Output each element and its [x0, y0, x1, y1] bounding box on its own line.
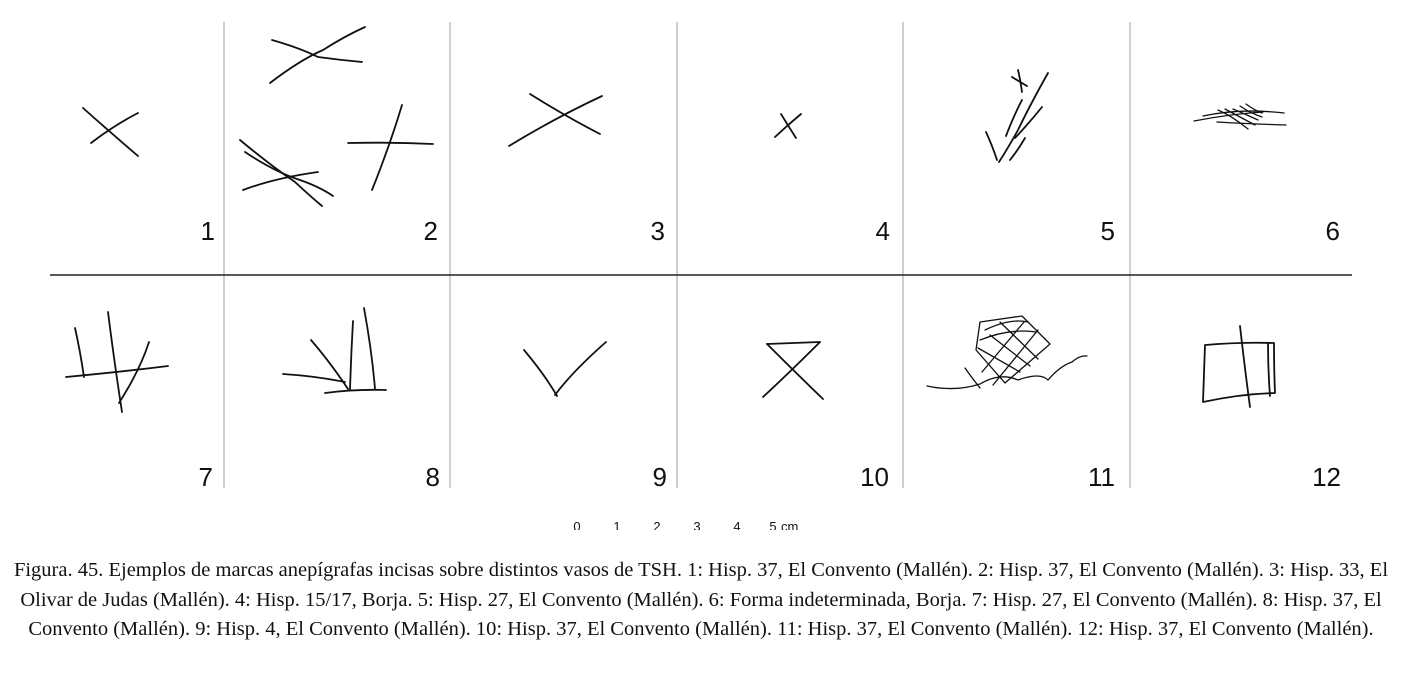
mark-11 [926, 315, 1088, 390]
panel-number-10: 10 [860, 462, 889, 492]
mark-1 [82, 107, 139, 157]
mark-4 [774, 113, 802, 139]
mark-9 [523, 341, 607, 397]
mark-10 [762, 341, 824, 400]
mark-5 [985, 69, 1049, 163]
mark-12 [1202, 325, 1276, 408]
panel-number-3: 3 [651, 216, 665, 246]
panel-number-5: 5 [1101, 216, 1115, 246]
scale-tick-0: 0 [573, 519, 580, 530]
panel-number-6: 6 [1326, 216, 1340, 246]
panel-number-2: 2 [424, 216, 438, 246]
panel-numbers: 1 2 3 4 5 6 7 8 9 10 11 12 [199, 216, 1341, 492]
panel-number-9: 9 [653, 462, 667, 492]
scale-bar: 0 1 2 3 4 5 cm [573, 519, 798, 530]
panel-number-11: 11 [1088, 462, 1115, 492]
scale-tick-2: 2 [653, 519, 660, 530]
panel-number-1: 1 [201, 216, 215, 246]
mark-2 [239, 26, 434, 207]
scale-tick-1: 1 [613, 519, 620, 530]
panel-number-4: 4 [876, 216, 890, 246]
scale-tick-4: 4 [733, 519, 740, 530]
figure-plate: 1 2 3 4 5 6 7 8 9 10 11 12 0 1 2 3 4 5 c… [50, 22, 1352, 530]
mark-3 [508, 93, 603, 147]
mark-8 [282, 307, 387, 394]
scale-tick-5: 5 [769, 519, 776, 530]
panel-number-7: 7 [199, 462, 213, 492]
mark-6 [1193, 103, 1287, 130]
panel-number-12: 12 [1312, 462, 1341, 492]
scale-tick-3: 3 [693, 519, 700, 530]
figure-caption: Figura. 45. Ejemplos de marcas anepígraf… [13, 559, 1389, 640]
panel-number-8: 8 [426, 462, 440, 492]
mark-7 [65, 311, 169, 413]
panel-dividers [223, 22, 1131, 488]
scale-unit: cm [781, 519, 798, 530]
